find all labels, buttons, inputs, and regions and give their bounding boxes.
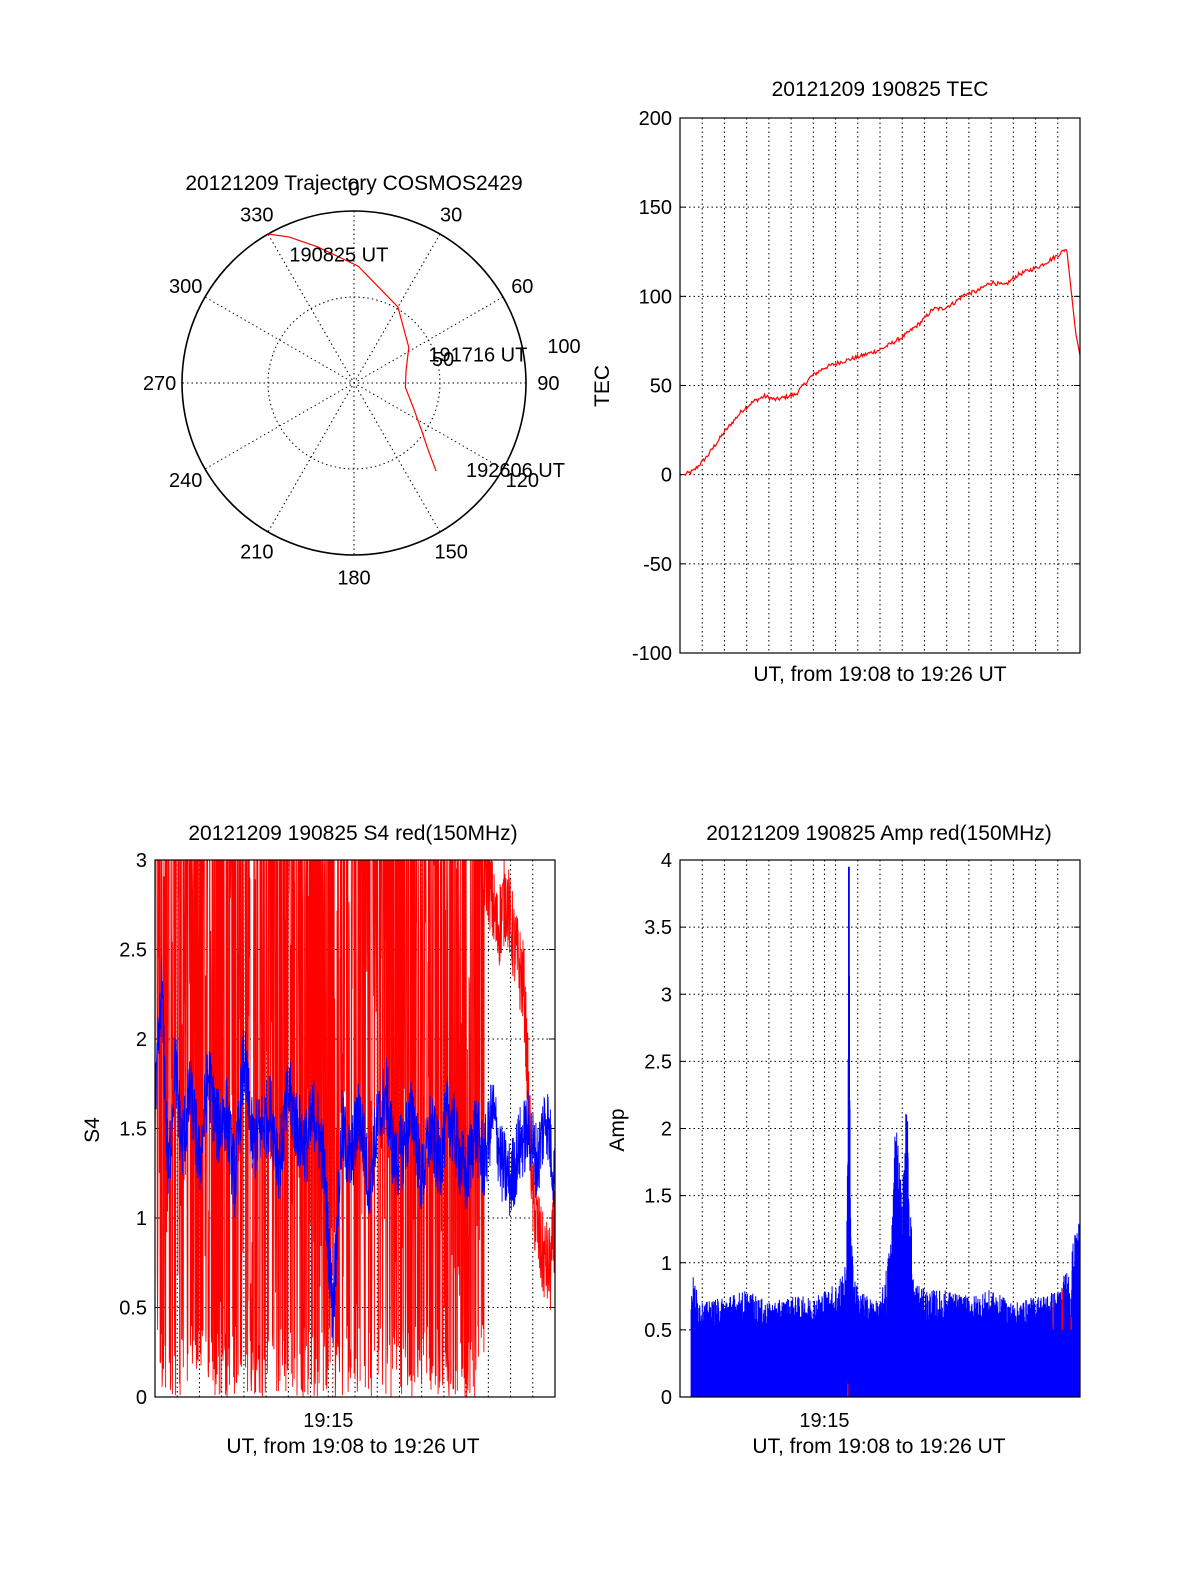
polar-angle-label: 150 [434,541,467,563]
amp-ytick-label: 3 [661,984,672,1006]
s4-chart: 20121209 190825 S4 red(150MHz) 0 0.5 1 1.5 2… [81,822,556,1458]
amp-blue-fill [691,1329,1080,1397]
polar-angle-label: 120 [506,470,539,492]
amp-ytick-label: 2.5 [644,1051,672,1073]
polar-angle-label: 240 [169,470,202,492]
amp-ytick-label: 4 [661,850,672,872]
polar-title: 20121209 Trajectory COSMOS2429 [185,172,522,195]
tec-x-axis-label: UT, from 19:08 to 19:26 UT [753,663,1006,686]
s4-ytick-label: 1.5 [119,1119,147,1141]
s4-ytick-label: 0.5 [119,1298,147,1320]
polar-time-annotation: 191716 UT [428,345,527,367]
amp-x-axis-label: UT, from 19:08 to 19:26 UT [752,1435,1005,1458]
amp-chart: 20121209 190825 Amp red(150MHz) 0 0.5 1 1.5… [606,822,1081,1458]
polar-spoke-150 [267,233,441,533]
polar-angle-label: 330 [240,205,273,227]
tec-ytick-label: 150 [639,197,672,219]
polar-radial-label: 100 [547,336,580,358]
tec-ytick-label: 200 [639,108,672,130]
polar-angle-label: 30 [440,205,462,227]
s4-ytick-label: 2 [136,1029,147,1051]
s4-plot-frame [154,859,556,1398]
s4-ytick-label: 0 [136,1387,147,1409]
polar-angle-label: 90 [537,373,559,395]
s4-ytick-label: 3 [136,850,147,872]
polar-trajectory-line [267,233,437,472]
polar-angle-label: 300 [169,276,202,298]
s4-title: 20121209 190825 S4 red(150MHz) [188,822,517,845]
polar-angle-label: 0 [348,179,359,201]
polar-angle-label: 210 [240,541,273,563]
polar-angle-label: 180 [337,567,370,589]
tec-series-line [683,248,1081,477]
amp-ytick-label: 0 [661,1387,672,1409]
tec-ytick-label: -50 [643,554,672,576]
s4-xtick-label: 19:15 [303,1410,353,1432]
polar-trajectory-chart: 20121209 Trajectory COSMOS2429 0 30 60 90 12… [143,172,581,589]
polar-time-annotation: 192606 UT [466,460,565,482]
amp-plot-frame [679,859,1081,1398]
polar-radial-label: 50 [432,349,454,371]
amp-ytick-label: 1.5 [644,1186,672,1208]
amp-xtick-label: 19:15 [799,1410,849,1432]
s4-red-series-line [154,859,556,1398]
tec-plot-frame [679,117,1081,654]
tec-ytick-label: 50 [650,376,672,398]
tec-ytick-label: 0 [661,465,672,487]
amp-ytick-label: 3.5 [644,917,672,939]
tec-ytick-label: -100 [632,643,672,665]
s4-ytick-label: 2.5 [119,940,147,962]
s4-y-axis-label: S4 [81,1117,104,1143]
polar-angle-label: 60 [511,276,533,298]
amp-ytick-label: 0.5 [644,1320,672,1342]
tec-chart: 20121209 190825 TEC -100-50050100150200 … [591,78,1081,686]
s4-blue-series-line [154,956,556,1343]
amp-blue-series-line [690,866,1081,1397]
polar-angle-label: 270 [143,373,176,395]
tec-ytick-label: 100 [639,286,672,308]
polar-time-annotation: 190825 UT [289,245,388,267]
amp-y-axis-label: Amp [606,1108,629,1151]
s4-ytick-label: 1 [136,1208,147,1230]
tec-y-axis-label: TEC [591,365,614,407]
amp-title: 20121209 190825 Amp red(150MHz) [706,822,1052,845]
s4-x-axis-label: UT, from 19:08 to 19:26 UT [226,1435,479,1458]
tec-title: 20121209 190825 TEC [772,78,989,101]
amp-ytick-label: 2 [661,1119,672,1141]
amp-ytick-label: 1 [661,1253,672,1275]
